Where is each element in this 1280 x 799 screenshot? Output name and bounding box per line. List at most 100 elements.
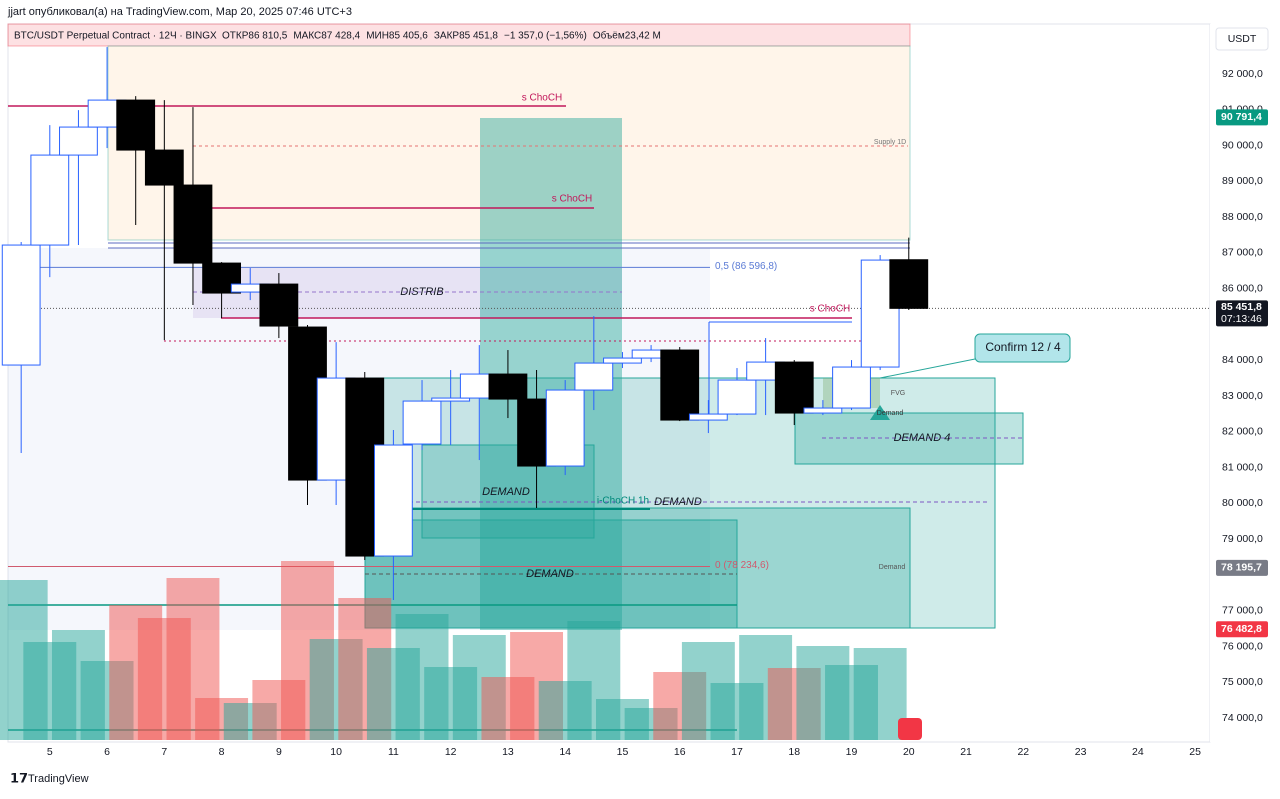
ohlc-text: −1 357,0 (−1,56%)	[504, 31, 587, 42]
marker	[870, 405, 890, 420]
x-tick-label: 7	[161, 746, 167, 758]
y-tick-label: 76 000,0	[1222, 640, 1263, 652]
x-tick-label: 20	[903, 746, 915, 758]
annotation: Demand	[879, 564, 906, 571]
x-tick-label: 5	[47, 746, 53, 758]
price-badge-label: 78 195,7	[1221, 562, 1262, 574]
annotation-labels: s ChoCH s ChoCH s ChoCH DISTRIB DEMAND D…	[400, 93, 1061, 580]
candle-body	[116, 99, 156, 151]
y-tick-label: 83 000,0	[1222, 390, 1263, 402]
x-tick-label: 12	[445, 746, 457, 758]
x-tick-label: 23	[1075, 746, 1087, 758]
y-tick-label: 75 000,0	[1222, 676, 1263, 688]
ohlc-text: ЗАКР85 451,8	[434, 31, 499, 42]
zones	[7, 23, 1210, 731]
x-tick-label: 15	[617, 746, 629, 758]
annotation: Demand	[877, 410, 904, 417]
x-tick-label: 19	[846, 746, 858, 758]
y-tick-label: 89 000,0	[1222, 175, 1263, 187]
fib-label: 0,5 (86 596,8)	[715, 261, 777, 272]
legend-header: BTC/USDT Perpetual Contract · 12Ч · BING…	[14, 30, 661, 42]
callout-text: Confirm 12 / 4	[985, 340, 1061, 354]
price-badge	[1216, 300, 1268, 327]
candle-body	[488, 373, 528, 400]
annotation: DEMAND	[482, 486, 530, 498]
candle-body	[688, 413, 728, 421]
logo-mark: 𝟭𝟳	[10, 770, 28, 785]
candle-body	[431, 397, 471, 402]
publisher: jjart опубликовал(а) на TradingView.com,…	[7, 6, 352, 18]
candle-body	[574, 362, 614, 391]
price-badge-label: 85 451,8	[1221, 301, 1262, 313]
symbol: BTC/USDT Perpetual Contract · 12Ч · BING…	[14, 31, 217, 42]
candle-body	[59, 126, 98, 156]
x-tick-label: 11	[388, 746, 399, 758]
y-tick-label: 82 000,0	[1222, 426, 1263, 438]
ohlc-text: МАКС87 428,4	[293, 31, 360, 42]
candle-body	[373, 444, 413, 557]
annotation: FVG	[891, 390, 905, 397]
ohlc-text: Объём23,42 M	[593, 30, 661, 42]
alert-icon[interactable]	[898, 718, 922, 740]
candle-body	[173, 184, 213, 264]
x-tick-label: 8	[219, 746, 225, 758]
candle-body	[259, 283, 299, 327]
callout-box	[974, 333, 1071, 363]
price-badge-label: 90 791,4	[1221, 111, 1262, 123]
y-tick-label: 86 000,0	[1222, 283, 1263, 295]
annotation: s ChoCH	[522, 93, 563, 104]
demand-zone	[364, 507, 911, 629]
candle-body	[603, 357, 642, 364]
annotation: DEMAND	[526, 568, 574, 580]
annotation: DEMAND	[654, 496, 702, 508]
annotation: DEMAND 4	[894, 432, 951, 444]
x-tick-label: 21	[960, 746, 972, 758]
y-tick-label: 90 000,0	[1222, 139, 1263, 151]
y-tick-label: 81 000,0	[1222, 461, 1263, 473]
x-tick-label: 25	[1189, 746, 1201, 758]
ohlc-text: ОТКР86 810,5	[222, 31, 288, 42]
candles	[1, 47, 929, 601]
annotation: Supply 1D	[874, 139, 906, 146]
brand: TradingView	[28, 773, 89, 785]
volume-bar	[853, 648, 907, 740]
y-tick-label: 74 000,0	[1222, 712, 1263, 724]
supply-strip	[7, 23, 911, 47]
price-axis: USDT 74 000,0 75 000,0 76 000,0 77 000,0 79 …	[1210, 24, 1280, 742]
candle-body	[660, 349, 700, 421]
candle-body	[774, 361, 814, 414]
x-tick-label: 14	[559, 746, 571, 758]
annotation: s ChoCH	[552, 194, 593, 205]
ohlc-text: МИН85 405,6	[366, 31, 428, 42]
price-badge	[1216, 621, 1268, 638]
candle-body	[889, 259, 929, 309]
fib-label: 0 (78 234,6)	[715, 560, 769, 571]
x-tick-label: 9	[276, 746, 282, 758]
candle-body	[803, 407, 843, 414]
callout-pointer	[879, 355, 991, 379]
y-tick-label: 79 000,0	[1222, 533, 1263, 545]
candle-body	[832, 366, 871, 409]
price-badge-label: 76 482,8	[1221, 623, 1262, 635]
candle-body	[402, 400, 442, 445]
y-tick-label: 84 000,0	[1222, 354, 1263, 366]
x-tick-label: 22	[1017, 746, 1029, 758]
candle-body	[202, 262, 241, 294]
y-tick-label: 87 000,0	[1222, 247, 1263, 259]
y-tick-label: 80 000,0	[1222, 497, 1263, 509]
candle-body	[545, 389, 585, 467]
annotation: DISTRIB	[400, 286, 443, 298]
time-axis: 5 6 7 8 9 10 11 12 13 14 15 16 17 18 19 20 21 22 23 24 25	[8, 741, 1210, 758]
volume	[0, 561, 907, 740]
price-badge	[1216, 559, 1268, 576]
x-tick-label: 17	[731, 746, 743, 758]
x-tick-label: 10	[330, 746, 342, 758]
x-tick-label: 24	[1132, 746, 1144, 758]
x-tick-label: 13	[502, 746, 514, 758]
currency: USDT	[1228, 33, 1257, 45]
currency-box	[1215, 27, 1269, 51]
candle-body	[1, 244, 41, 366]
candle-body	[144, 149, 184, 186]
annotation: i-ChoCH 1h	[597, 496, 649, 507]
